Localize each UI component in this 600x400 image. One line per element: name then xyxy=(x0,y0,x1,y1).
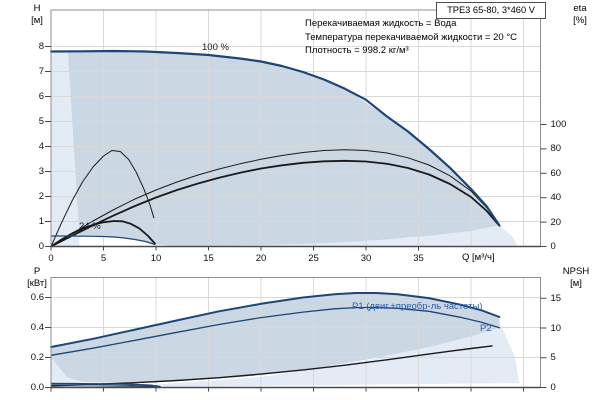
power-light-right xyxy=(156,321,520,387)
envelope-light-right xyxy=(187,225,518,247)
power-dark xyxy=(51,293,500,383)
p2-curve-24pct xyxy=(50,384,160,388)
annotation-fluid: Перекачиваемая жидкость = Вода xyxy=(305,18,457,29)
annotation-temperature: Температура перекачиваемой жидкости = 20… xyxy=(305,31,517,43)
eta-curve-24pct-pump xyxy=(50,150,155,247)
p1-curve-24pct xyxy=(50,382,160,387)
npsh-axis-title: NPSH [м] xyxy=(553,266,599,289)
pump-model-box: TPE3 65-80, 3*460 V xyxy=(436,2,546,19)
npsh-curve-100pct xyxy=(50,345,493,387)
hq-curve-24pct xyxy=(50,235,156,246)
eta-axis-unit: [%] xyxy=(573,14,587,26)
hq-curve-100pct xyxy=(49,49,501,227)
power-light-left xyxy=(51,357,89,385)
p1-curve-100pct xyxy=(50,292,501,348)
npsh-axis-unit: [м] xyxy=(570,277,582,289)
h-axis-title: H [м] xyxy=(23,3,51,26)
eta-axis-label: eta xyxy=(573,3,587,14)
p-axis-label: P xyxy=(33,266,41,277)
npsh-axis-label: NPSH xyxy=(562,266,590,277)
annotation-density: Плотность = 998.2 кг/м³ xyxy=(305,45,409,57)
eta-curve-100pct-total xyxy=(50,159,501,248)
fluid-annotations: Перекачиваемая жидкость = Вода Температу… xyxy=(305,17,517,58)
envelope-light-left xyxy=(51,51,80,247)
p2-curve-100pct xyxy=(50,306,501,356)
envelope-dark xyxy=(67,51,500,246)
p-axis-unit: [кВт] xyxy=(27,277,47,289)
eta-curve-100pct-pump xyxy=(50,149,500,247)
p-axis-title: P [кВт] xyxy=(20,266,54,289)
h-axis-unit: [м] xyxy=(31,14,43,26)
q-axis-title: Q [м³/ч] xyxy=(462,252,495,263)
eta-axis-title: eta [%] xyxy=(564,3,596,26)
h-axis-label: H xyxy=(33,3,41,14)
